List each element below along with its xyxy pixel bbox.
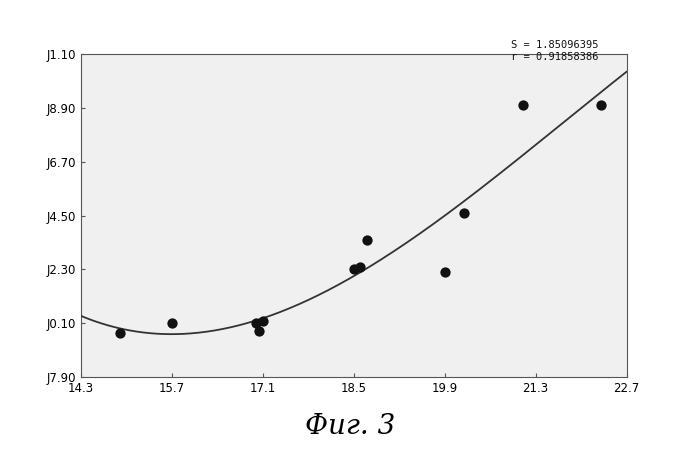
Point bbox=[257, 317, 268, 325]
Point bbox=[166, 320, 177, 327]
Text: S = 1.85096395
r = 0.91858386: S = 1.85096395 r = 0.91858386 bbox=[511, 40, 598, 62]
Point bbox=[354, 264, 365, 271]
Point bbox=[439, 268, 450, 275]
Text: Фиг. 3: Фиг. 3 bbox=[305, 413, 395, 440]
Point bbox=[595, 102, 606, 109]
Point bbox=[458, 210, 470, 217]
Point bbox=[361, 237, 372, 244]
Point bbox=[114, 330, 125, 337]
Point bbox=[348, 266, 359, 273]
Point bbox=[251, 320, 262, 327]
Point bbox=[253, 327, 265, 334]
Point bbox=[517, 102, 528, 109]
